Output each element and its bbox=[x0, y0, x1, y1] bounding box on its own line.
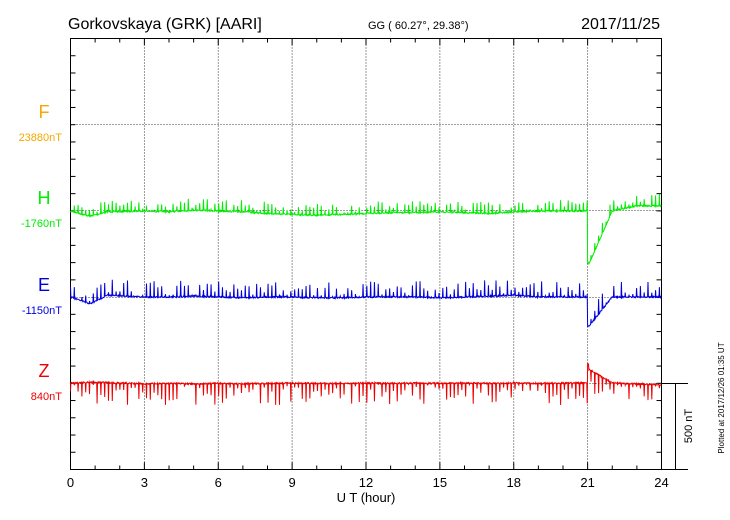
component-letter-z: Z bbox=[39, 361, 50, 381]
baseline-label-h: -1760nT bbox=[21, 218, 62, 230]
geo-coords: GG ( 60.27°, 29.38°) bbox=[368, 20, 469, 32]
data-traces bbox=[70, 194, 662, 406]
plotted-timestamp: Plotted at 2017/12/26 01:35 UT bbox=[717, 342, 726, 453]
x-axis-label: U T (hour) bbox=[337, 490, 396, 505]
component-letter-h: H bbox=[38, 188, 51, 208]
x-tick-label: 3 bbox=[141, 475, 148, 490]
baseline-label-z: 840nT bbox=[31, 391, 62, 403]
x-tick-labels: 0 3 6 9 12 15 18 21 24 bbox=[67, 475, 669, 490]
station-title: Gorkovskaya (GRK) [AARI] bbox=[68, 16, 262, 33]
scale-bar-label: 500 nT bbox=[683, 409, 695, 444]
baseline-label-f: 23880nT bbox=[19, 132, 63, 144]
plot-date: 2017/11/25 bbox=[581, 16, 660, 33]
baseline-label-e: -1150nT bbox=[22, 305, 62, 317]
trace-z bbox=[70, 362, 662, 406]
x-tick-label: 15 bbox=[433, 475, 447, 490]
x-tick-label: 12 bbox=[359, 475, 373, 490]
trace-e bbox=[70, 279, 662, 328]
trace-h bbox=[70, 194, 662, 265]
x-tick-label: 24 bbox=[654, 475, 668, 490]
grid-lines bbox=[70, 38, 662, 470]
x-tick-label: 6 bbox=[215, 475, 222, 490]
component-letter-e: E bbox=[38, 275, 50, 295]
component-labels: F 23880nT H -1760nT E -1150nT Z 840nT bbox=[19, 102, 63, 403]
x-tick-label: 0 bbox=[67, 475, 74, 490]
x-tick-label: 18 bbox=[507, 475, 521, 490]
component-letter-f: F bbox=[39, 102, 50, 122]
scale-bar: 500 nT bbox=[662, 383, 695, 470]
x-tick-label: 21 bbox=[580, 475, 594, 490]
x-tick-label: 9 bbox=[289, 475, 296, 490]
